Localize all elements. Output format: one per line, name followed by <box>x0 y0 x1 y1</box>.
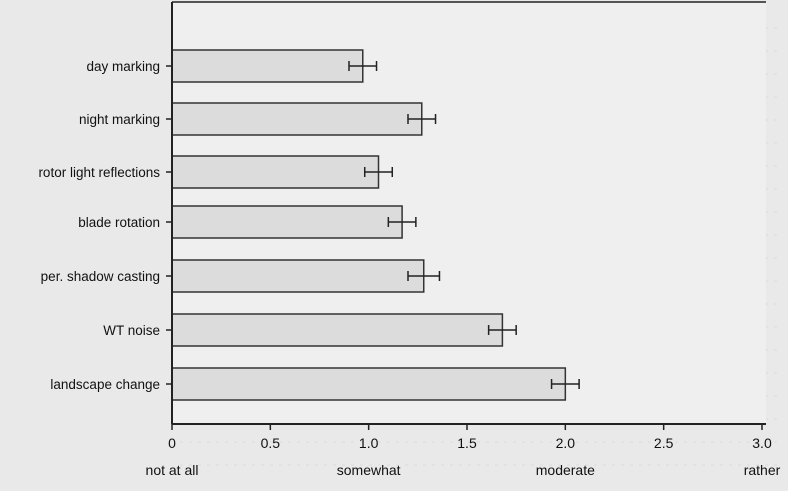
category-label: day marking <box>86 59 160 74</box>
category-label: rotor light reflections <box>38 165 160 180</box>
category-label: night marking <box>79 112 160 127</box>
x-tick-label: 3.0 <box>752 435 772 451</box>
x-tick-label: 0 <box>168 435 176 451</box>
category-label: WT noise <box>103 323 160 338</box>
bars <box>171 49 567 401</box>
error-bars <box>348 61 580 389</box>
category-label: blade rotation <box>78 215 160 230</box>
level-label: not at all <box>146 462 199 478</box>
bar <box>171 49 364 83</box>
bar <box>171 205 403 239</box>
x-axis-ticks: 0 0.5 1.0 1.5 2.0 2.5 3.0 <box>168 424 772 451</box>
level-label: rather <box>744 462 781 478</box>
bar <box>171 259 425 293</box>
category-label: landscape change <box>50 377 160 392</box>
bar <box>171 367 567 401</box>
x-tick-label: 2.0 <box>556 435 576 451</box>
level-label: moderate <box>536 462 595 478</box>
category-label: per. shadow casting <box>41 269 160 284</box>
x-tick-label: 2.5 <box>654 435 674 451</box>
level-labels: not at all somewhat moderate rather <box>146 462 781 478</box>
x-tick-label: 1.5 <box>457 435 477 451</box>
level-label: somewhat <box>337 462 401 478</box>
bar <box>171 155 380 189</box>
x-tick-label: 1.0 <box>359 435 379 451</box>
x-tick-label: 0.5 <box>261 435 281 451</box>
bar <box>171 102 423 136</box>
bar <box>171 313 504 347</box>
category-labels: day marking night marking rotor light refl… <box>38 59 172 392</box>
